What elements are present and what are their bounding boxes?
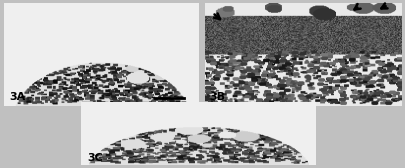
Text: 3B: 3B [209, 92, 226, 102]
Text: 3C: 3C [87, 153, 102, 163]
Text: 3A: 3A [9, 92, 25, 102]
